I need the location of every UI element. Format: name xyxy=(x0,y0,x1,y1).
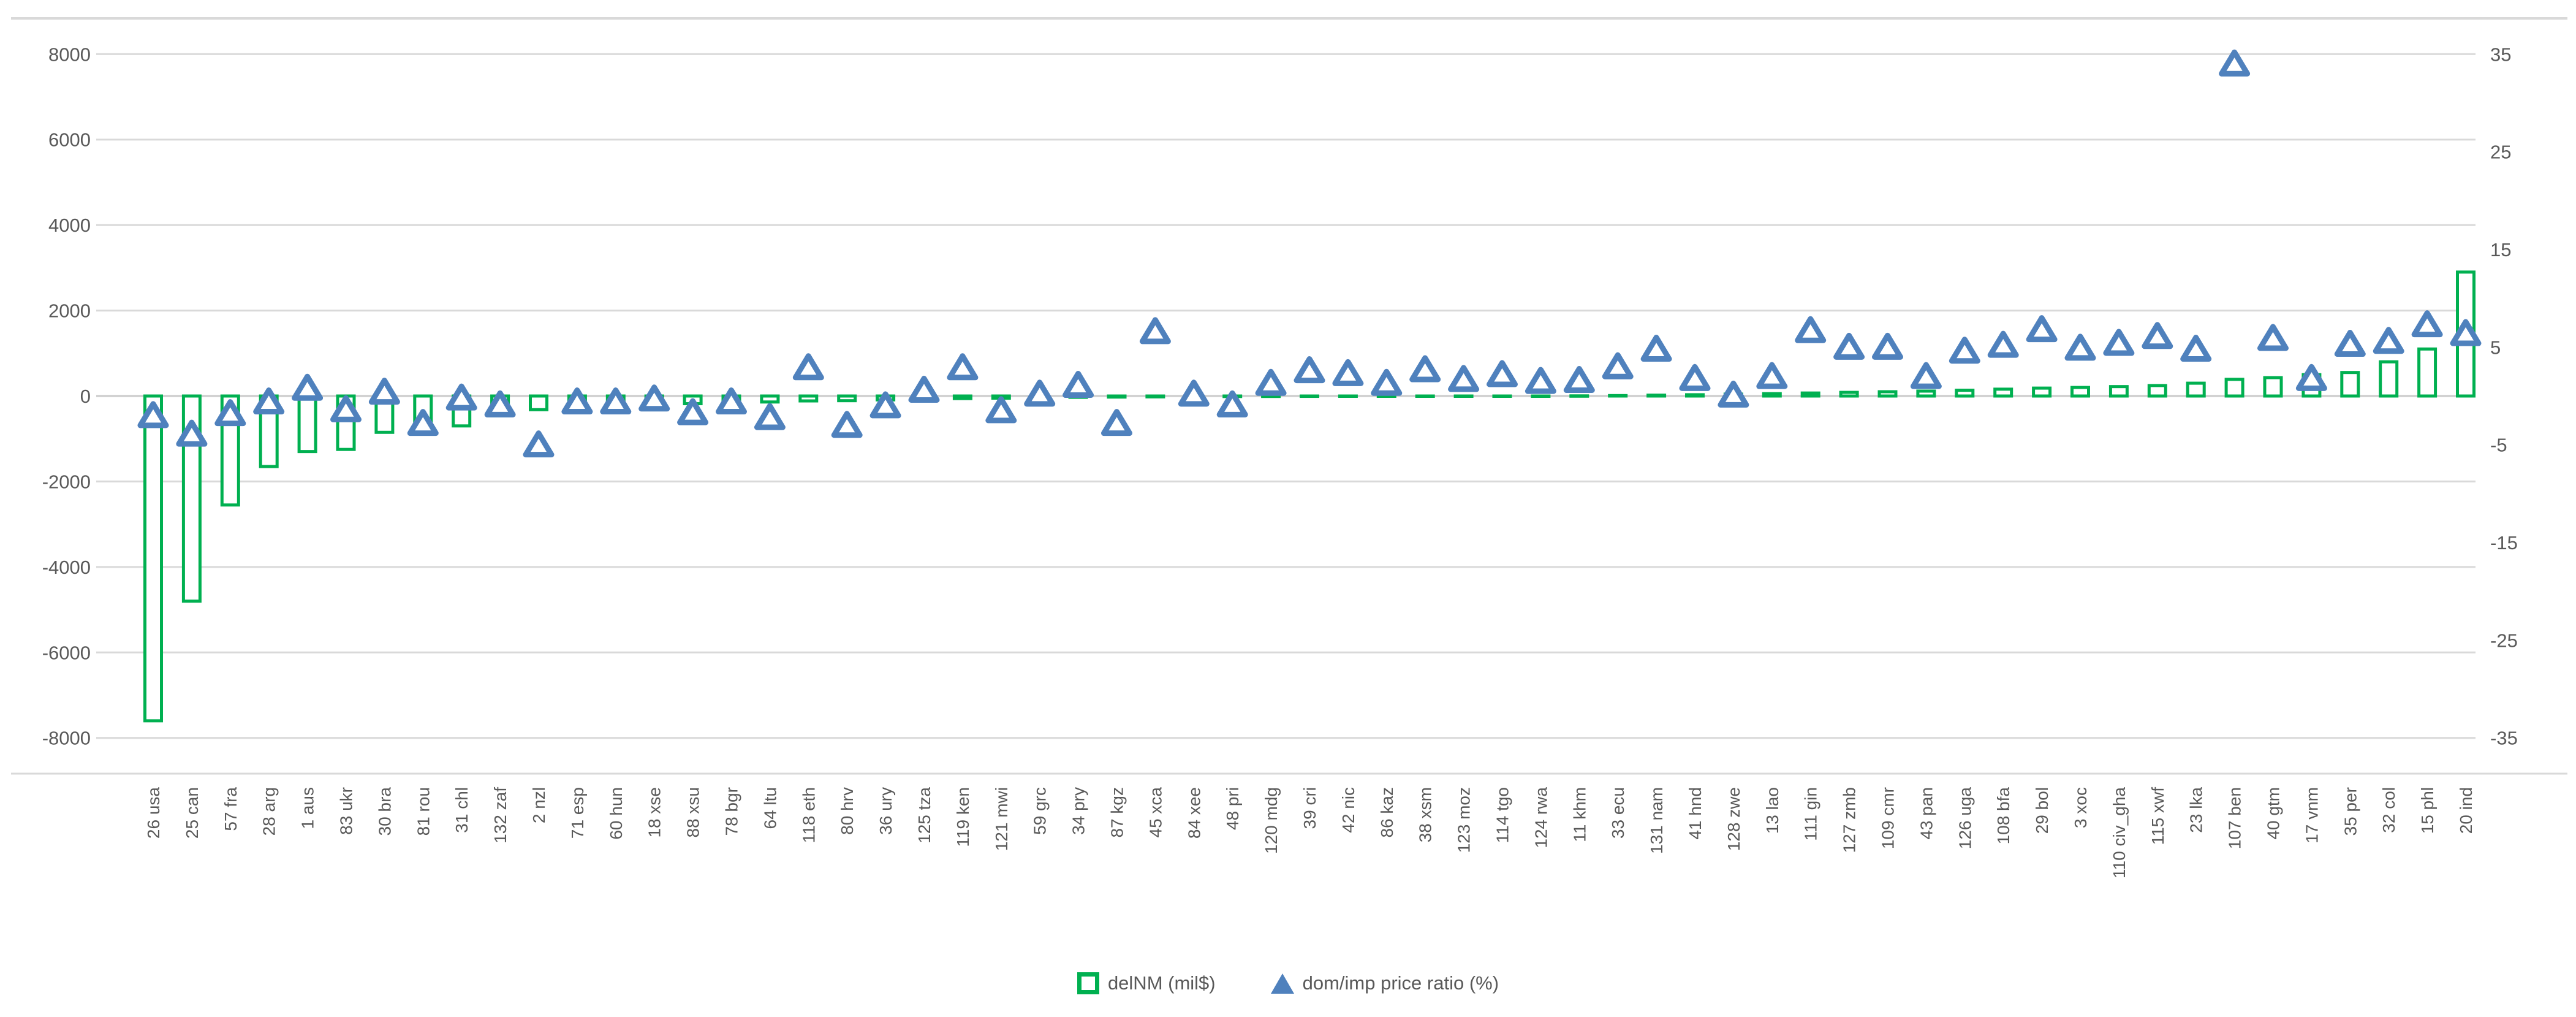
svg-text:11 khm: 11 khm xyxy=(1570,787,1589,842)
svg-text:81 rou: 81 rou xyxy=(414,787,433,836)
svg-text:59 grc: 59 grc xyxy=(1031,787,1050,835)
svg-text:-15: -15 xyxy=(2490,532,2518,554)
svg-text:40 gtm: 40 gtm xyxy=(2264,787,2283,840)
svg-text:115 xwf: 115 xwf xyxy=(2148,787,2167,845)
svg-text:-6000: -6000 xyxy=(42,642,91,663)
svg-text:114 tgo: 114 tgo xyxy=(1493,787,1512,843)
svg-text:35 per: 35 per xyxy=(2341,787,2360,836)
svg-text:8000: 8000 xyxy=(48,44,91,65)
svg-text:29 bol: 29 bol xyxy=(2032,787,2051,834)
svg-text:28 arg: 28 arg xyxy=(260,787,279,836)
svg-text:42 nic: 42 nic xyxy=(1339,787,1358,833)
svg-text:20 ind: 20 ind xyxy=(2457,787,2476,834)
svg-text:-5: -5 xyxy=(2490,435,2507,456)
svg-text:-35: -35 xyxy=(2490,728,2518,749)
svg-text:25 can: 25 can xyxy=(183,787,202,839)
svg-text:-25: -25 xyxy=(2490,630,2518,651)
svg-text:-2000: -2000 xyxy=(42,471,91,492)
svg-text:86 kaz: 86 kaz xyxy=(1377,787,1396,838)
svg-text:127 zmb: 127 zmb xyxy=(1840,787,1859,853)
svg-text:4000: 4000 xyxy=(48,215,91,236)
svg-text:110 civ_gha: 110 civ_gha xyxy=(2110,787,2129,878)
svg-text:60 hun: 60 hun xyxy=(607,787,626,840)
svg-text:132 zaf: 132 zaf xyxy=(491,787,510,844)
svg-text:111 gin: 111 gin xyxy=(1801,787,1820,841)
svg-text:45 xca: 45 xca xyxy=(1146,787,1165,838)
svg-text:125 tza: 125 tza xyxy=(915,787,934,844)
svg-text:126 uga: 126 uga xyxy=(1955,787,1974,850)
svg-text:41 hnd: 41 hnd xyxy=(1686,787,1705,840)
svg-text:71 esp: 71 esp xyxy=(568,787,587,839)
svg-text:119 ken: 119 ken xyxy=(953,787,972,847)
svg-text:88 xsu: 88 xsu xyxy=(684,787,703,838)
svg-text:35: 35 xyxy=(2490,44,2511,65)
svg-text:23 lka: 23 lka xyxy=(2187,787,2206,833)
svg-text:64 ltu: 64 ltu xyxy=(760,787,779,829)
svg-text:25: 25 xyxy=(2490,142,2511,163)
svg-text:5: 5 xyxy=(2490,337,2501,358)
svg-text:15: 15 xyxy=(2490,239,2511,261)
svg-text:32 col: 32 col xyxy=(2379,787,2398,833)
svg-text:0: 0 xyxy=(80,386,91,407)
svg-text:6000: 6000 xyxy=(48,129,91,151)
svg-text:1 aus: 1 aus xyxy=(298,787,317,829)
svg-text:80 hrv: 80 hrv xyxy=(838,787,857,835)
svg-text:13 lao: 13 lao xyxy=(1763,787,1782,834)
svg-text:118 eth: 118 eth xyxy=(799,787,818,843)
svg-text:128 zwe: 128 zwe xyxy=(1724,787,1743,851)
svg-text:78 bgr: 78 bgr xyxy=(722,787,741,836)
svg-text:124 rwa: 124 rwa xyxy=(1531,787,1550,848)
svg-text:18 xse: 18 xse xyxy=(645,787,664,838)
svg-text:39 cri: 39 cri xyxy=(1300,787,1319,829)
svg-text:120 mdg: 120 mdg xyxy=(1262,787,1281,854)
svg-text:17 vnm: 17 vnm xyxy=(2302,787,2321,844)
svg-text:2 nzl: 2 nzl xyxy=(529,787,548,823)
svg-text:108 bfa: 108 bfa xyxy=(1994,787,2013,845)
svg-text:43 pan: 43 pan xyxy=(1917,787,1936,840)
svg-text:121 mwi: 121 mwi xyxy=(992,787,1011,851)
svg-text:31 chl: 31 chl xyxy=(452,787,471,833)
svg-text:87 kgz: 87 kgz xyxy=(1108,787,1127,838)
svg-text:109 cmr: 109 cmr xyxy=(1879,787,1898,849)
svg-text:15 phl: 15 phl xyxy=(2418,787,2437,834)
svg-text:3 xoc: 3 xoc xyxy=(2071,787,2090,828)
svg-text:2000: 2000 xyxy=(48,300,91,322)
svg-text:34 pry: 34 pry xyxy=(1069,787,1088,835)
svg-text:36 ury: 36 ury xyxy=(876,787,895,835)
svg-text:26 usa: 26 usa xyxy=(144,787,163,839)
svg-text:-4000: -4000 xyxy=(42,557,91,578)
svg-text:30 bra: 30 bra xyxy=(375,787,394,836)
svg-text:84 xee: 84 xee xyxy=(1184,787,1203,839)
svg-text:83 ukr: 83 ukr xyxy=(337,787,356,835)
svg-text:123 moz: 123 moz xyxy=(1455,787,1474,853)
svg-text:-8000: -8000 xyxy=(42,728,91,749)
svg-text:33 ecu: 33 ecu xyxy=(1608,787,1627,839)
svg-text:38 xsm: 38 xsm xyxy=(1416,787,1435,842)
svg-text:107 ben: 107 ben xyxy=(2226,787,2245,849)
svg-text:57 fra: 57 fra xyxy=(221,787,240,831)
svg-text:48 pri: 48 pri xyxy=(1223,787,1242,830)
svg-text:131 nam: 131 nam xyxy=(1647,787,1666,854)
